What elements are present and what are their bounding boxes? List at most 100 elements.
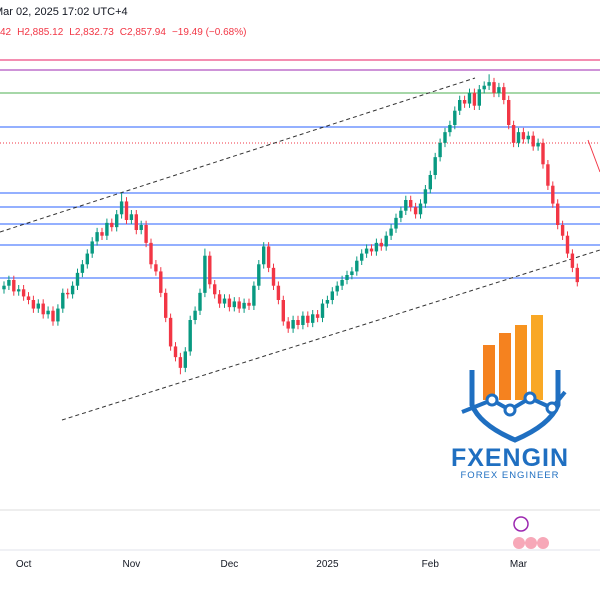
x-tick-label: Oct (16, 559, 32, 570)
candle-body (188, 320, 192, 352)
candle-body (315, 314, 320, 318)
candle-body (80, 264, 85, 273)
candle-body (227, 298, 232, 308)
candle-body (306, 315, 310, 323)
candle-body (237, 301, 241, 309)
candle-body (320, 303, 325, 318)
candle-body (536, 142, 540, 147)
candle-body (281, 300, 285, 322)
candle-body (173, 346, 178, 358)
candle-body (492, 82, 496, 93)
candle-body (7, 280, 11, 286)
candle-body (266, 246, 271, 268)
candle-body (17, 289, 21, 292)
candle-body (193, 310, 197, 320)
candle-body (41, 303, 45, 315)
ohlc-value: 42 (0, 27, 12, 38)
candle-body (487, 82, 491, 86)
candle-body (21, 289, 26, 297)
candle-body (242, 302, 246, 309)
candle-body (75, 272, 80, 286)
candle-body (394, 217, 398, 229)
candle-body (129, 214, 134, 220)
candle-body (252, 285, 256, 306)
candle-body (458, 100, 462, 111)
candle-body (389, 228, 393, 236)
candle-body (276, 285, 281, 300)
candle-body (110, 222, 114, 228)
candle-body (404, 200, 408, 211)
candle-body (379, 242, 383, 247)
candle-body (247, 302, 251, 306)
candle-body (296, 320, 300, 325)
candle-body (521, 132, 526, 140)
candle-body (560, 225, 565, 236)
candle-body (144, 225, 148, 243)
x-tick-label: Dec (221, 559, 239, 570)
candle-body (350, 271, 354, 275)
x-tick-label: 2025 (316, 559, 339, 570)
header-datetime: Mar 02, 2025 17:02 UTC+4 (0, 6, 128, 18)
candle-body (374, 242, 379, 252)
candle-body (384, 235, 388, 247)
candle-body (139, 225, 143, 230)
candle-body (369, 248, 374, 252)
candle-body (511, 125, 516, 143)
candle-body (556, 203, 560, 225)
candle-body (203, 255, 207, 293)
ohlc-value: −19.49 (−0.68%) (172, 27, 247, 38)
candle-body (2, 285, 6, 290)
candle-body (330, 291, 334, 300)
candle-body (257, 264, 261, 286)
candle-body (507, 100, 511, 125)
x-tick-label: Feb (422, 559, 440, 570)
candle-body (36, 303, 40, 309)
candle-body (438, 142, 442, 158)
candle-body (497, 87, 501, 93)
candle-body (115, 214, 119, 228)
candle-body (409, 200, 413, 208)
candle-body (472, 92, 477, 106)
candle-body (61, 292, 65, 309)
candle-body (364, 248, 369, 254)
candle-body (85, 253, 89, 265)
candle-body (222, 298, 227, 304)
candle-body (526, 135, 530, 140)
logo-name: FXENGIN (451, 444, 569, 472)
candle-body (453, 110, 457, 125)
candle-body (124, 201, 129, 220)
candle-body (168, 317, 173, 347)
candle-body (413, 207, 418, 215)
candle-body (448, 125, 452, 133)
candle-body (232, 301, 236, 308)
candle-body (95, 232, 99, 242)
candle-body (198, 292, 202, 311)
candle-body (340, 280, 344, 286)
candle-body (546, 164, 550, 186)
candle-body (335, 285, 339, 292)
candle-body (355, 260, 359, 272)
candle-body (213, 284, 217, 295)
candle-body (51, 310, 55, 322)
candle-body (26, 296, 31, 300)
candle-body (551, 185, 555, 204)
candle-body (428, 175, 432, 190)
candle-body (90, 241, 94, 254)
candle-body (66, 292, 70, 295)
candle-body (575, 267, 579, 283)
candle-body (423, 189, 428, 204)
candle-body (570, 253, 575, 268)
candle-body (565, 235, 570, 254)
candle-body (541, 142, 545, 165)
candle-body (467, 92, 472, 104)
candle-body (399, 210, 403, 218)
candle-body (345, 275, 349, 280)
candle-body (271, 267, 276, 286)
candle-body (531, 135, 535, 147)
candle-body (149, 242, 153, 265)
candle-body (217, 294, 222, 304)
ohlc-value: C2,857.94 (120, 27, 167, 38)
levels (0, 59, 600, 511)
x-tick-label: Mar (510, 559, 528, 570)
candle-body (502, 87, 506, 100)
